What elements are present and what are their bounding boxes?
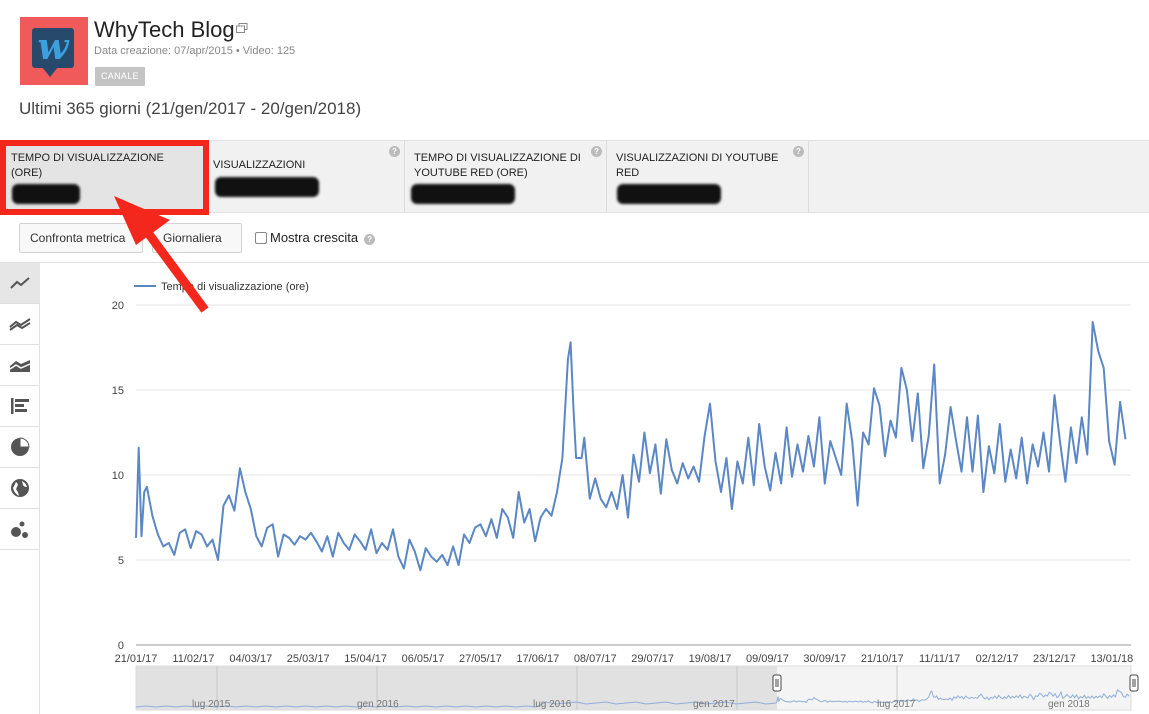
growth-checkbox[interactable] — [255, 232, 267, 244]
series-line — [135, 321, 1127, 572]
x-tick-label: 09/09/17 — [746, 653, 789, 665]
bar-chart-icon — [11, 398, 29, 414]
stacked-area-chart-icon — [9, 360, 31, 372]
navigator-tick-label: gen 2017 — [693, 699, 735, 710]
metric-label: VISUALIZZAZIONI DI YOUTUBE RED — [616, 152, 779, 179]
y-tick-label: 20 — [112, 300, 124, 312]
multi-line-chart-icon — [9, 318, 31, 331]
multi-line-chart-button[interactable] — [0, 304, 40, 345]
x-tick-label: 30/09/17 — [803, 653, 846, 665]
map-button[interactable] — [0, 468, 40, 509]
help-icon[interactable]: ? — [591, 146, 602, 157]
bubble-chart-icon — [11, 521, 28, 538]
stacked-area-chart-button[interactable] — [0, 345, 40, 386]
redacted-value — [411, 184, 515, 204]
watch-time-chart: 0 5 10 15 20 21/01/17 11/02/17 04/03/17 25/03/17… — [112, 281, 1139, 711]
navigator-tick-label: gen 2018 — [1048, 699, 1090, 710]
redacted-value — [12, 184, 80, 204]
x-tick-label: 08/07/17 — [574, 653, 617, 665]
navigator-tick-label: gen 2016 — [357, 699, 399, 710]
growth-label: Mostra crescita — [270, 230, 359, 245]
y-tick-label: 15 — [112, 385, 124, 397]
logo-letter-w-icon: w — [37, 26, 69, 68]
channel-logo[interactable]: w — [20, 17, 88, 85]
channel-meta: Data creazione: 07/apr/2015 • Video: 125 — [94, 45, 296, 57]
metric-tab-red-views[interactable]: VISUALIZZAZIONI DI YOUTUBE RED ? — [607, 141, 809, 212]
globe-map-icon — [11, 479, 29, 497]
pie-chart-button[interactable] — [0, 427, 40, 468]
navigator-series-line — [135, 689, 1130, 708]
x-tick-label: 13/01/18 — [1090, 653, 1133, 665]
show-growth-toggle[interactable]: Mostra crescita? — [255, 230, 376, 245]
help-icon[interactable]: ? — [793, 146, 804, 157]
chart-type-sidebar — [0, 263, 40, 714]
compare-metric-button[interactable]: Confronta metrica — [19, 223, 143, 253]
help-icon[interactable]: ? — [364, 234, 376, 245]
x-tick-label: 11/11/17 — [919, 653, 960, 665]
bubble-chart-button[interactable] — [0, 509, 40, 550]
line-chart-button[interactable] — [0, 263, 40, 304]
navigator-tick-label: lug 2015 — [192, 699, 231, 710]
pie-chart-icon — [11, 437, 30, 456]
redacted-value — [617, 184, 721, 204]
external-link-icon[interactable] — [236, 23, 248, 33]
date-range-label: Ultimi 365 giorni (21/gen/2017 - 20/gen/… — [19, 99, 362, 118]
metric-label: TEMPO DI VISUALIZZAZIONE DI YOUTUBE RED … — [414, 152, 581, 179]
navigator-tick-label: lug 2016 — [533, 699, 572, 710]
metric-tab-red-watch-time[interactable]: TEMPO DI VISUALIZZAZIONE DI YOUTUBE RED … — [405, 141, 607, 212]
x-tick-label: 27/05/17 — [459, 653, 502, 665]
metric-label: TEMPO DI VISUALIZZAZIONE (ORE) — [11, 152, 164, 179]
x-tick-label: 11/02/17 — [172, 653, 214, 665]
help-icon[interactable]: ? — [389, 146, 400, 157]
y-tick-label: 5 — [118, 555, 124, 567]
x-tick-label: 21/10/17 — [861, 653, 904, 665]
navigator-handle — [1129, 674, 1139, 692]
logo-bubble-tail — [42, 67, 58, 77]
channel-title[interactable]: WhyTech Blog — [94, 17, 235, 42]
x-tick-label: 06/05/17 — [402, 653, 445, 665]
x-tick-label: 23/12/17 — [1033, 653, 1076, 665]
x-tick-label: 21/01/17 — [115, 653, 158, 665]
navigator-handle — [772, 674, 782, 692]
x-tick-label: 19/08/17 — [689, 653, 732, 665]
granularity-label: Giornaliera — [163, 231, 222, 245]
metric-label: VISUALIZZAZIONI — [213, 159, 306, 171]
divider — [0, 262, 1149, 263]
bar-chart-button[interactable] — [0, 386, 40, 427]
redacted-value — [215, 177, 319, 197]
legend-label: Tempo di visualizzazione (ore) — [161, 281, 309, 293]
granularity-dropdown[interactable]: Giornaliera — [152, 223, 242, 270]
channel-button[interactable]: CANALE — [95, 67, 145, 86]
x-tick-label: 25/03/17 — [287, 653, 330, 665]
logo-bubble-shape — [32, 28, 74, 68]
y-tick-label: 10 — [112, 470, 124, 482]
line-chart-icon — [10, 277, 30, 289]
x-tick-label: 17/06/17 — [516, 653, 559, 665]
x-tick-label: 29/07/17 — [631, 653, 674, 665]
x-tick-label: 15/04/17 — [344, 653, 387, 665]
highlight-annotation-box — [0, 140, 209, 215]
y-tick-label: 0 — [118, 640, 124, 652]
metrics-bar: TEMPO DI VISUALIZZAZIONE (ORE) VISUALIZZ… — [0, 140, 1149, 213]
x-tick-label: 02/12/17 — [976, 653, 1019, 665]
compare-metric-label: Confronta metrica — [30, 231, 126, 245]
metric-tab-views[interactable]: VISUALIZZAZIONI ? — [205, 141, 405, 212]
navigator-tick-label: lug 2017 — [877, 699, 916, 710]
x-tick-label: 04/03/17 — [229, 653, 272, 665]
